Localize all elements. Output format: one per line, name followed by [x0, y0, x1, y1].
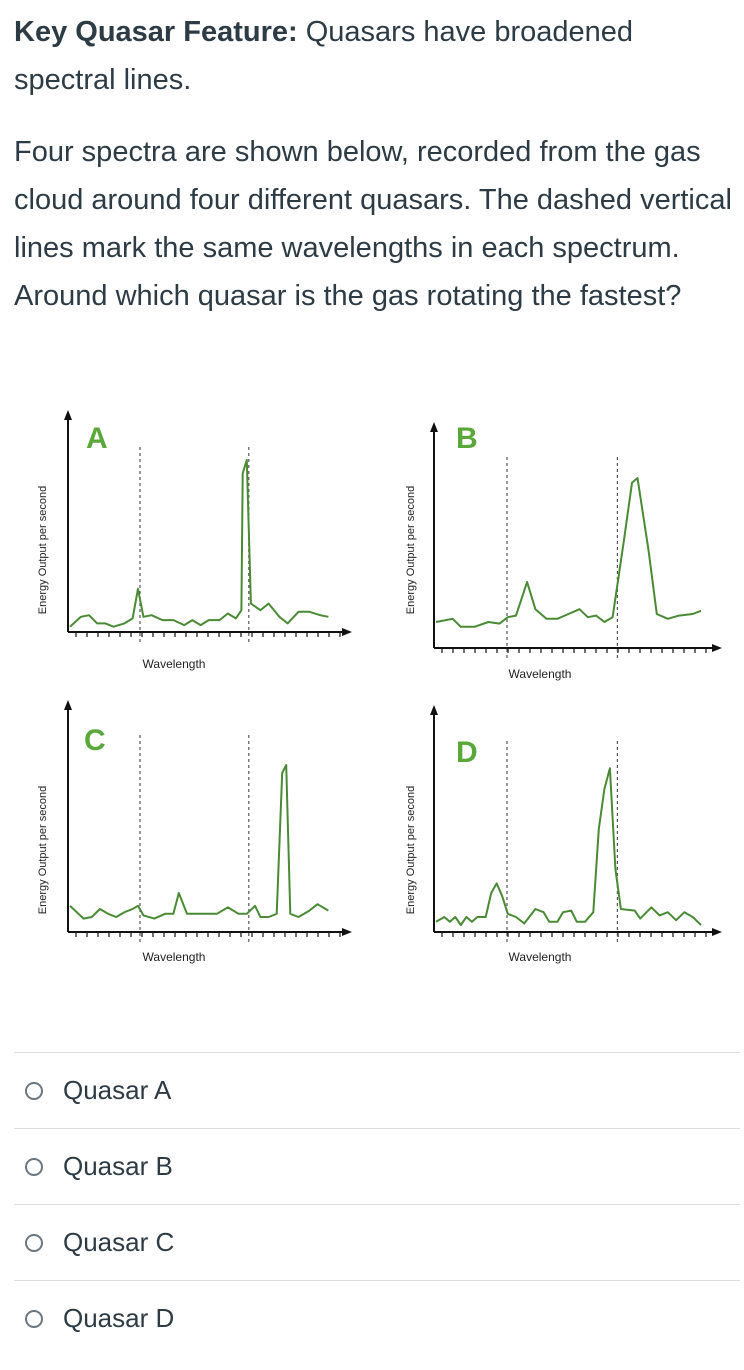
spectrum-line [435, 767, 702, 926]
y-axis-arrow-icon [64, 410, 72, 420]
option-quasar-c[interactable]: Quasar C [14, 1205, 740, 1281]
x-axis-arrow-icon [712, 644, 722, 652]
option-quasar-a[interactable]: Quasar A [14, 1053, 740, 1129]
x-axis-label: Wavelength [509, 667, 572, 681]
option-label: Quasar B [63, 1151, 173, 1181]
feature-text: Quasars have broadened spectral lines. [14, 16, 634, 96]
y-axis-label: Energy Output per second [405, 486, 417, 614]
feature-label: Key Quasar Feature: [14, 16, 298, 48]
question-text: Key Quasar Feature: Quasars have broaden… [14, 8, 740, 320]
y-axis-label: Energy Output per second [37, 486, 49, 614]
spectra-graphic: A Wavelength Energy Output per second B Wave… [37, 410, 722, 964]
spectrum-line [435, 477, 702, 628]
radio-button-icon[interactable] [25, 1157, 43, 1176]
radio-button-icon[interactable] [25, 1309, 43, 1328]
spectra-figure: A Wavelength Energy Output per second B Wave… [0, 400, 744, 990]
x-axis-arrow-icon [712, 928, 722, 936]
spectrum-line [69, 764, 329, 920]
y-axis-arrow-icon [64, 700, 72, 710]
y-axis-arrow-icon [430, 705, 438, 715]
y-axis-label: Energy Output per second [37, 786, 49, 914]
feature-statement: Key Quasar Feature: Quasars have broaden… [14, 8, 740, 104]
option-label: Quasar A [63, 1075, 172, 1105]
x-axis-arrow-icon [342, 628, 352, 636]
radio-button-icon[interactable] [25, 1081, 43, 1100]
option-quasar-b[interactable]: Quasar B [14, 1129, 740, 1205]
y-axis-arrow-icon [430, 422, 438, 432]
panel-letter: C [84, 724, 106, 757]
x-axis-arrow-icon [342, 928, 352, 936]
option-quasar-d[interactable]: Quasar D [14, 1281, 740, 1356]
panel-letter: A [86, 422, 108, 455]
panel-letter: D [456, 736, 478, 769]
spectrum-line [69, 459, 329, 628]
answer-options: Quasar A Quasar B Quasar C Quasar D [14, 1052, 740, 1356]
x-axis-label: Wavelength [143, 950, 206, 964]
option-label: Quasar D [63, 1303, 175, 1333]
y-axis-label: Energy Output per second [405, 786, 417, 914]
option-label: Quasar C [63, 1227, 175, 1257]
question-prompt: Four spectra are shown below, recorded f… [14, 136, 732, 312]
radio-button-icon[interactable] [25, 1233, 43, 1252]
panel-letter: B [456, 422, 478, 455]
x-axis-label: Wavelength [509, 950, 572, 964]
x-axis-label: Wavelength [143, 657, 206, 671]
